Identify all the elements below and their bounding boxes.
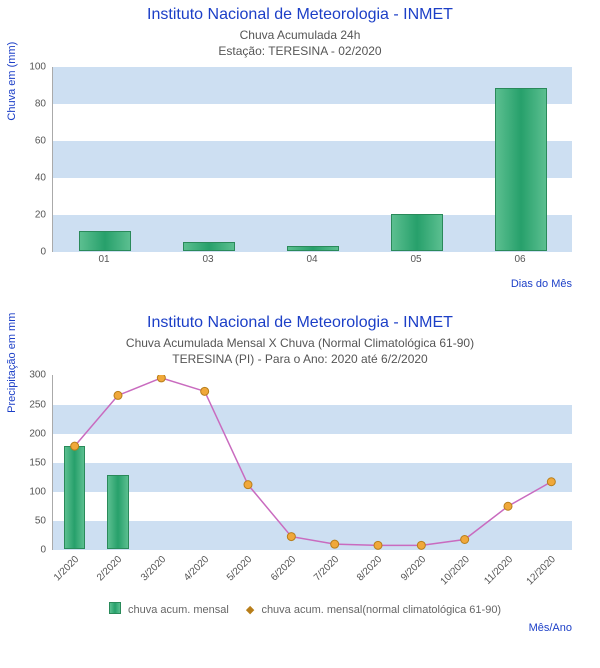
chart2-x-axis-title: Mês/Ano [0,622,572,634]
plot-band [53,375,572,404]
x-tick-label: 11/2020 [482,554,515,587]
bar [107,475,129,550]
y-tick-label: 100 [6,487,46,498]
y-tick-label: 50 [6,516,46,527]
x-tick-label: 5/2020 [225,554,254,583]
y-tick-label: 250 [6,399,46,410]
legend-bar-swatch [109,602,121,614]
x-tick-label: 7/2020 [312,554,341,583]
x-tick-label: 9/2020 [399,554,428,583]
daily-rain-chart: Instituto Nacional de Meteorologia - INM… [0,6,600,290]
y-tick-label: 40 [6,173,46,184]
x-tick-label: 8/2020 [355,554,384,583]
chart2-title: Instituto Nacional de Meteorologia - INM… [0,314,600,332]
chart1-x-axis-title: Dias do Mês [0,278,572,290]
bar [79,231,131,251]
chart2-y-axis-title: Precipitação em mm [6,312,18,412]
chart2-subtitle: Chuva Acumulada Mensal X Chuva (Normal C… [0,336,600,367]
bar [391,214,443,251]
x-tick-label: 12/2020 [525,554,558,587]
y-tick-label: 300 [6,370,46,381]
monthly-rain-chart: Instituto Nacional de Meteorologia - INM… [0,314,600,634]
x-tick-label: 06 [514,254,525,265]
bar [183,242,235,251]
plot-band [53,521,572,550]
bar [287,246,339,252]
x-tick-label: 3/2020 [139,554,168,583]
chart1-x-ticks: 01 03 04 05 06 [52,254,572,272]
plot-band [53,405,572,434]
y-tick-label: 100 [6,62,46,73]
plot-band [53,434,572,463]
chart2-plot-area: 050100150200250300 [52,375,572,550]
bar [64,446,86,550]
x-tick-label: 1/2020 [52,554,81,583]
plot-band [53,492,572,521]
x-tick-label: 4/2020 [182,554,211,583]
chart2-x-ticks: 1/2020 2/2020 3/2020 4/2020 5/2020 6/2020 7/20… [52,552,572,596]
y-tick-label: 200 [6,428,46,439]
bar [495,88,547,251]
legend-point-swatch: ◆ [246,603,254,616]
chart1-title: Instituto Nacional de Meteorologia - INM… [0,6,600,24]
chart2-sub2: TERESINA (PI) - Para o Ano: 2020 até 6/2… [172,352,427,366]
x-tick-label: 03 [202,254,213,265]
legend-line-label: chuva acum. mensal(normal climatológica … [261,604,501,616]
chart1-sub1: Chuva Acumulada 24h [240,28,361,42]
chart1-plot-area: 020406080100 [52,67,572,252]
y-tick-label: 60 [6,136,46,147]
y-tick-label: 20 [6,210,46,221]
x-tick-label: 05 [410,254,421,265]
x-tick-label: 2/2020 [95,554,124,583]
x-tick-label: 10/2020 [438,554,471,587]
chart2-legend: chuva acum. mensal ◆ chuva acum. mensal(… [0,602,600,616]
x-tick-label: 6/2020 [269,554,298,583]
chart2-sub1: Chuva Acumulada Mensal X Chuva (Normal C… [126,336,474,350]
chart1-sub2: Estação: TERESINA - 02/2020 [218,44,381,58]
y-tick-label: 150 [6,457,46,468]
y-tick-label: 0 [6,247,46,258]
legend-bar-label: chuva acum. mensal [128,604,229,616]
chart1-subtitle: Chuva Acumulada 24h Estação: TERESINA - … [0,28,600,59]
y-tick-label: 80 [6,99,46,110]
x-tick-label: 04 [306,254,317,265]
y-tick-label: 0 [6,545,46,556]
x-tick-label: 01 [98,254,109,265]
plot-band [53,463,572,492]
